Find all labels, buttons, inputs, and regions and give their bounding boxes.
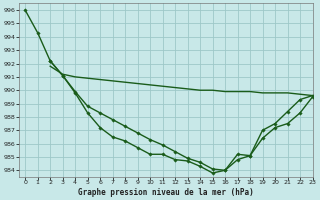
X-axis label: Graphe pression niveau de la mer (hPa): Graphe pression niveau de la mer (hPa): [78, 188, 254, 197]
